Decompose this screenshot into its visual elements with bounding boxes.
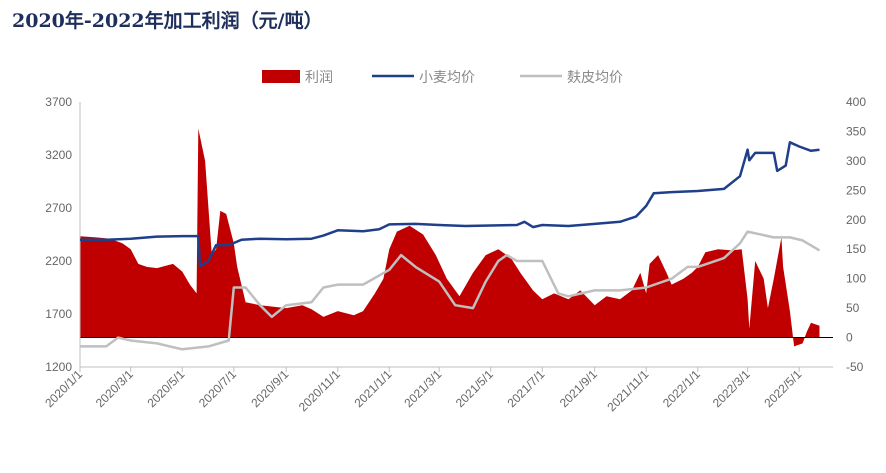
y-left-tick-label: 1700 [45, 307, 72, 321]
bran-price-line [80, 230, 821, 351]
x-tick-label: 2021/7/1 [504, 367, 547, 410]
y-left-tick-label: 2200 [45, 254, 72, 268]
y-right-tick-label: 250 [846, 183, 866, 197]
x-tick-label: 2022/1/1 [660, 367, 703, 410]
chart-title: 2020年-2022年加工利润（元/吨） [12, 10, 323, 32]
x-tick-label: 2022/5/1 [761, 367, 804, 410]
x-tick-label: 2020/11/1 [296, 367, 343, 414]
x-tick-label: 2021/1/1 [351, 367, 394, 410]
y-right-tick-label: 300 [846, 154, 866, 168]
y-left-tick-label: 3200 [45, 148, 72, 162]
profit-area-series [80, 128, 820, 347]
axes: 1200 1700 2200 2700 3200 3700 -50 0 50 100 150 200 2… [42, 95, 866, 414]
x-tick-label: 2022/3/1 [710, 367, 753, 410]
legend-swatch-profit [262, 70, 300, 83]
profit-area [80, 128, 820, 347]
price-line-series [80, 141, 821, 351]
y-right-tick-label: 400 [846, 95, 866, 109]
x-tick-label: 2021/11/1 [604, 367, 651, 414]
y-left-tick-label: 2700 [45, 201, 72, 215]
y-right-tick-label: 350 [846, 124, 866, 138]
legend-label-bran: 麸皮均价 [567, 70, 623, 86]
y-right-tick-label: -50 [846, 360, 864, 374]
legend-label-profit: 利润 [305, 70, 333, 86]
y-left-tick-label: 1200 [45, 360, 72, 374]
y-right-tick-label: 200 [846, 213, 866, 227]
y-right-tick-label: 50 [846, 301, 860, 315]
x-tick-label: 2020/9/1 [248, 367, 291, 410]
x-tick-label: 2021/5/1 [453, 367, 496, 410]
y-right-tick-label: 150 [846, 242, 866, 256]
y-right-tick-label: 100 [846, 272, 866, 286]
legend: 利润 小麦均价 麸皮均价 [262, 70, 623, 86]
y-right-tick-label: 0 [846, 331, 853, 345]
y-left-tick-label: 3700 [45, 95, 72, 109]
x-tick-label: 2020/5/1 [144, 367, 187, 410]
wheat-price-line [80, 141, 820, 268]
x-tick-label: 2020/3/1 [93, 367, 136, 410]
x-tick-label: 2021/9/1 [557, 367, 600, 410]
x-tick-label: 2021/3/1 [401, 367, 444, 410]
legend-label-wheat: 小麦均价 [419, 70, 475, 86]
x-tick-label: 2020/7/1 [196, 367, 239, 410]
